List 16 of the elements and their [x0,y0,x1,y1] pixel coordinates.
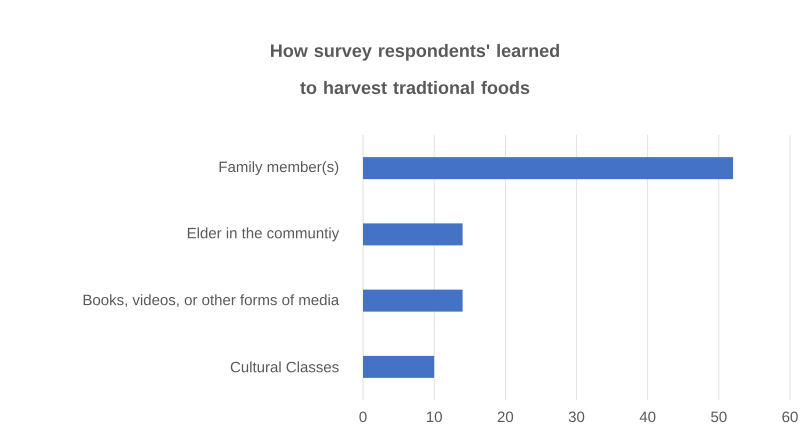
x-tick-label: 50 [711,412,727,422]
x-tick-label: 40 [640,412,656,422]
x-tick-label: 0 [359,412,367,422]
x-tick-label: 30 [568,412,584,422]
bar [363,223,463,246]
bar [363,157,734,180]
x-tick-label: 20 [498,412,514,422]
y-tick-label: Elder in the communtiy [188,227,340,242]
chart-title: How survey respondents' learned to harvest tradtional foods [271,44,559,94]
bar [363,290,463,312]
y-tick-label: Books, videos, or other forms of media [84,294,340,308]
bar [363,356,434,378]
y-tick-label: Family member(s) [220,161,338,176]
x-tick-label: 60 [782,412,798,422]
y-tick-label: Cultural Classes [230,361,339,372]
x-tick-label: 10 [426,412,442,422]
